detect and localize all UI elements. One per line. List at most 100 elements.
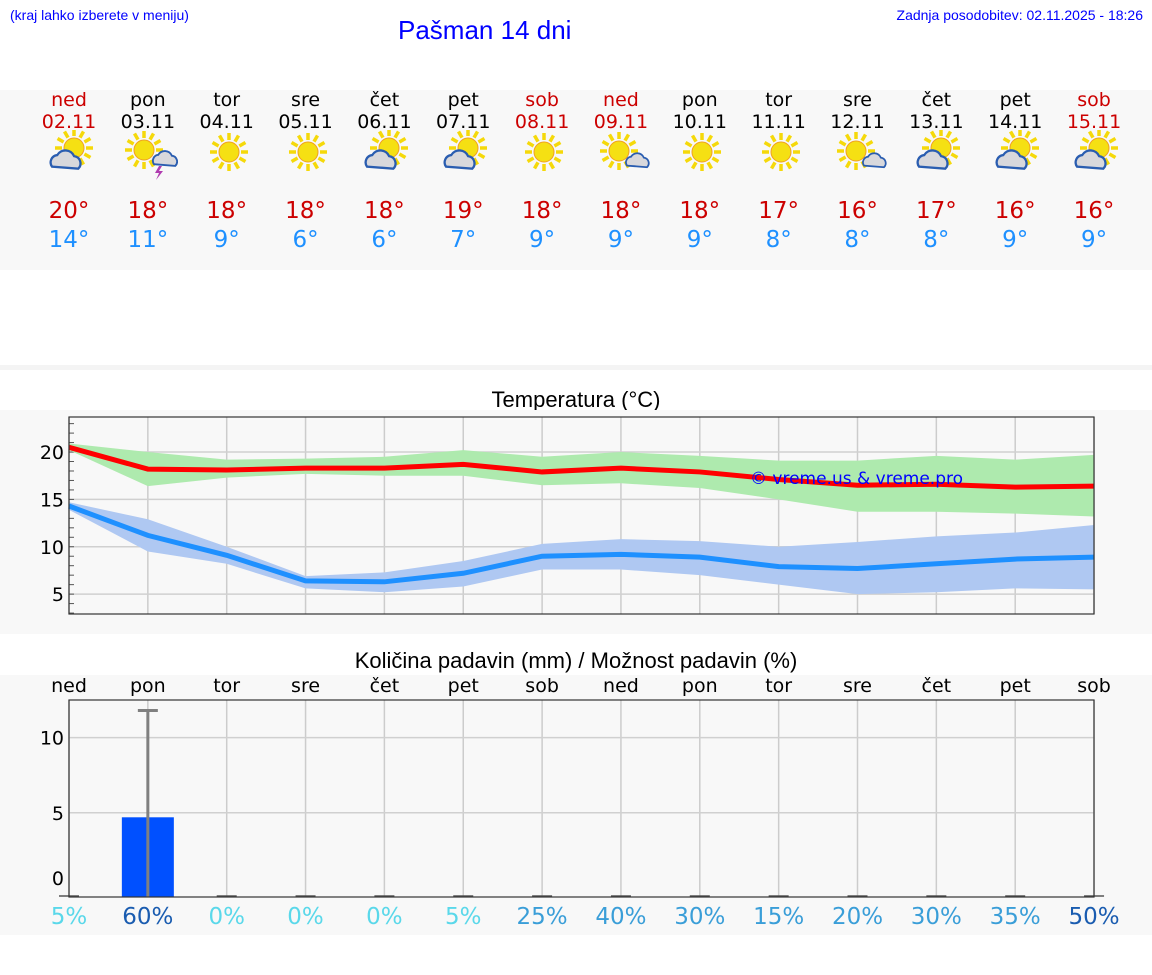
x-tick-label: pon — [681, 675, 718, 697]
y-tick-label: 5 — [52, 803, 64, 825]
precip-probability: 15% — [753, 904, 805, 930]
min-temp: 8° — [765, 227, 792, 253]
precip-probability: 0% — [366, 904, 403, 930]
mostly-sunny-icon — [582, 130, 660, 180]
partly-cloudy-icon — [897, 129, 975, 180]
day-date: 10.11 — [672, 111, 727, 133]
sunny-icon — [661, 130, 739, 180]
precipitation-chart-title: Količina padavin (mm) / Možnost padavin … — [354, 648, 798, 673]
min-temp: 11° — [127, 227, 169, 253]
thunderstorm-icon — [109, 130, 187, 180]
x-tick-label: sob — [1077, 675, 1111, 697]
partly-cloudy-icon — [30, 129, 108, 180]
max-temp-range-band — [69, 443, 1095, 517]
day-name: tor — [213, 89, 241, 111]
sunny-icon — [503, 130, 581, 180]
precipitation-chart-panel: 0 5 10 ned 5% pon 60% tor 0% sre 0% čet 0% pet 5% sob 2… — [0, 675, 1152, 935]
y-tick-label: 15 — [40, 489, 64, 511]
day-date: 02.11 — [41, 111, 97, 133]
sunny-icon — [740, 130, 818, 180]
max-temp: 17° — [915, 198, 957, 224]
day-name: pet — [999, 89, 1031, 111]
precip-probability: 40% — [595, 904, 647, 930]
watermark: © vreme.us & vreme.pro — [750, 469, 963, 489]
x-tick-label: pet — [999, 675, 1031, 697]
day-name: sre — [843, 89, 872, 111]
max-temp: 18° — [364, 198, 405, 224]
partly-cloudy-icon — [345, 129, 423, 180]
x-tick-label: čet — [369, 675, 400, 697]
divider — [0, 365, 1152, 370]
mostly-sunny-icon — [819, 130, 897, 180]
day-name: pon — [129, 89, 166, 111]
page-title: Pašman 14 dni — [398, 15, 572, 45]
x-tick-label: ned — [51, 675, 87, 697]
x-tick-label: pon — [129, 675, 166, 697]
day-date: 15.11 — [1066, 111, 1122, 133]
min-temp: 8° — [923, 227, 950, 253]
max-temp: 16° — [837, 198, 878, 224]
y-tick-label: 5 — [52, 584, 64, 606]
min-temp: 9° — [529, 227, 556, 253]
precip-probability: 60% — [122, 904, 174, 930]
x-tick-label: tor — [765, 675, 793, 697]
day-name: sre — [291, 89, 321, 111]
day-name: pet — [447, 89, 479, 111]
day-name: čet — [921, 89, 952, 111]
max-temp: 18° — [600, 198, 642, 224]
min-temp-range-band — [69, 502, 1095, 595]
day-date: 08.11 — [514, 111, 570, 133]
day-name: ned — [603, 89, 639, 111]
x-tick-label: sob — [525, 675, 559, 697]
partly-cloudy-icon — [1055, 129, 1133, 180]
precip-probability: 0% — [208, 904, 245, 930]
max-temp: 18° — [679, 198, 721, 224]
precip-probability: 25% — [516, 904, 568, 930]
x-tick-label: pet — [447, 675, 479, 697]
y-tick-label: 0 — [52, 868, 64, 890]
day-name: pon — [681, 89, 718, 111]
min-temp: 9° — [607, 227, 634, 253]
plot-frame — [68, 699, 1095, 898]
plot-frame — [68, 416, 1095, 615]
day-name: ned — [51, 89, 87, 111]
daily-forecast-panel: ned 02.11 20° 14° pon 03.11 18° 11° tor 04.11 18° 9… — [0, 89, 1152, 270]
max-temp: 17° — [758, 198, 800, 224]
max-temp: 18° — [206, 198, 248, 224]
min-temp: 14° — [48, 227, 90, 253]
sunny-icon — [267, 130, 345, 180]
precip-probability: 0% — [287, 904, 324, 930]
day-date: 13.11 — [909, 111, 964, 133]
precip-probability: 30% — [910, 904, 962, 930]
day-name: sob — [525, 89, 559, 111]
min-temp: 7° — [450, 227, 477, 253]
min-temp: 6° — [292, 227, 319, 253]
max-temp: 19° — [442, 198, 484, 224]
y-tick-label: 20 — [40, 442, 64, 464]
max-temp: 16° — [994, 198, 1036, 224]
max-temp: 18° — [285, 198, 326, 224]
x-tick-label: čet — [921, 675, 952, 697]
min-temp: 9° — [1002, 227, 1029, 253]
precipitation-chart: 0 5 10 — [40, 699, 1105, 898]
min-temp: 8° — [844, 227, 871, 253]
precip-probability: 5% — [50, 904, 88, 930]
min-temp: 9° — [213, 227, 240, 253]
day-date: 09.11 — [593, 111, 649, 133]
min-temp-line — [68, 503, 1095, 585]
day-date: 03.11 — [120, 111, 176, 133]
max-temp: 18° — [127, 198, 169, 224]
day-date: 06.11 — [357, 111, 412, 133]
temperature-chart-title: Temperatura (°C) — [491, 387, 661, 412]
location-hint[interactable]: (kraj lahko izberete v meniju) — [10, 7, 189, 23]
x-tick-label: sre — [843, 675, 872, 697]
partly-cloudy-icon — [424, 129, 502, 180]
day-date: 14.11 — [987, 111, 1043, 133]
min-temp: 6° — [371, 227, 398, 253]
max-temp: 16° — [1073, 198, 1115, 224]
precip-probability: 5% — [445, 904, 482, 930]
precip-probability: 35% — [989, 904, 1041, 930]
x-tick-label: ned — [603, 675, 639, 697]
max-temp-line — [68, 444, 1095, 490]
max-temp: 18° — [521, 198, 563, 224]
